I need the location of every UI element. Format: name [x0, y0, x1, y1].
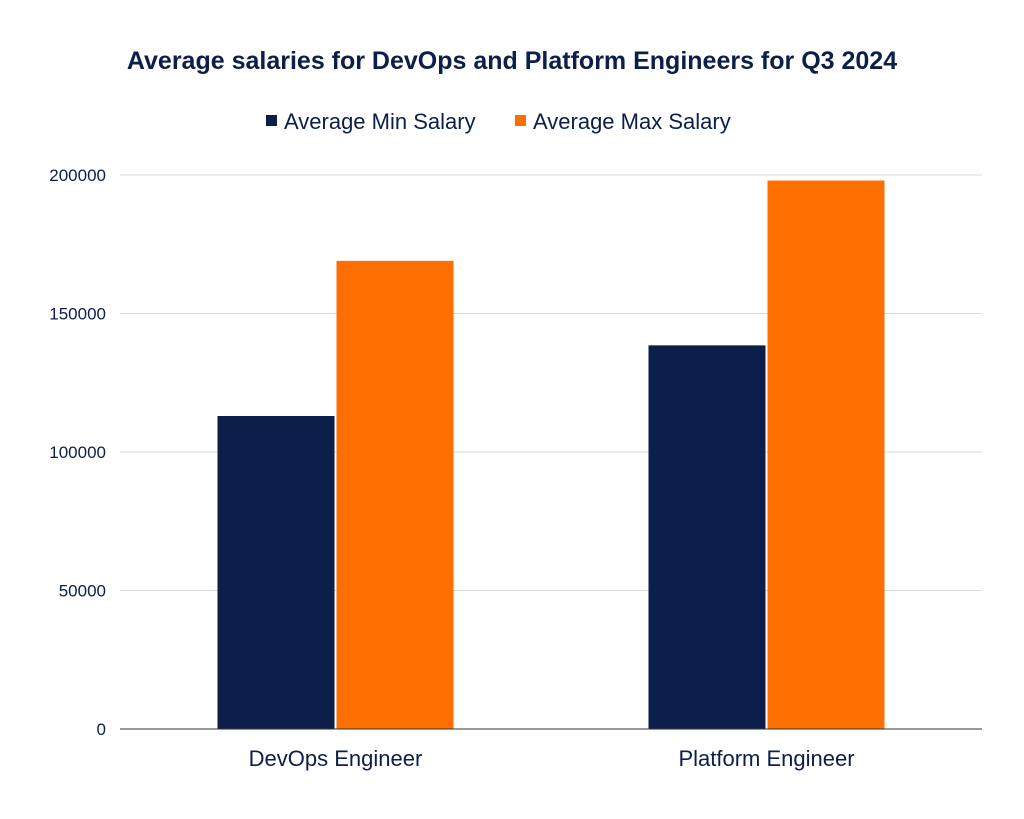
legend-label-average-max-salary: Average Max Salary	[533, 109, 731, 134]
chart-title: Average salaries for DevOps and Platform…	[127, 47, 897, 75]
y-tick-label-200000: 200000	[49, 166, 106, 185]
x-category-label-platform-engineer: Platform Engineer	[678, 746, 854, 771]
y-tick-label-100000: 100000	[49, 443, 106, 462]
legend: Average Min Salary Average Max Salary	[266, 109, 731, 134]
bar-devops-engineer-average-min-salary	[217, 415, 335, 729]
legend-swatch-average-min-salary	[266, 115, 277, 126]
bar-platform-engineer-average-min-salary	[648, 345, 766, 729]
bar-devops-engineer-average-max-salary	[336, 260, 454, 729]
bar-platform-engineer-average-max-salary	[767, 180, 885, 730]
legend-swatch-average-max-salary	[515, 115, 526, 126]
y-tick-label-150000: 150000	[49, 305, 106, 324]
y-axis-ticks: 0 50000 100000 150000 200000	[49, 166, 106, 739]
x-category-label-devops-engineer: DevOps Engineer	[249, 746, 423, 771]
legend-label-average-min-salary: Average Min Salary	[284, 109, 476, 134]
y-tick-label-50000: 50000	[59, 582, 106, 601]
y-tick-label-0: 0	[97, 720, 106, 739]
x-axis: DevOps Engineer Platform Engineer	[120, 728, 982, 771]
bars	[217, 180, 885, 730]
